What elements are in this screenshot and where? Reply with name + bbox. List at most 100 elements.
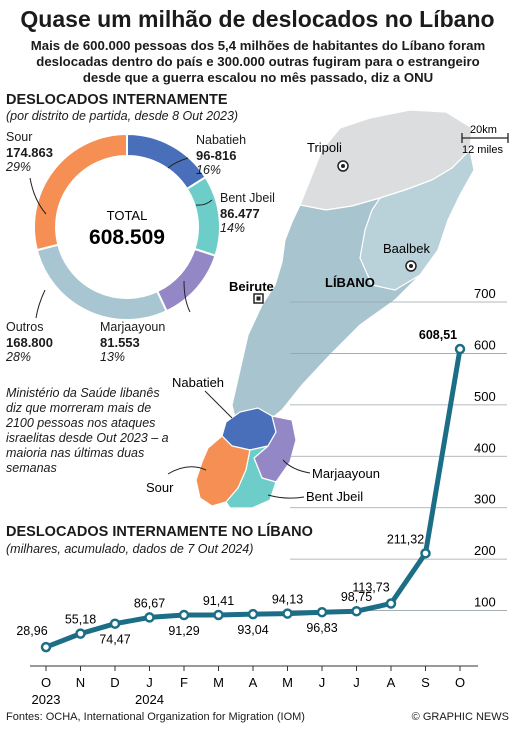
x-tick-label: J [319,675,326,690]
credit-footer: © GRAPHIC NEWS [411,711,509,723]
y-tick-label: 700 [474,286,496,301]
x-tick-label: A [387,675,396,690]
y-tick-label: 100 [474,595,496,610]
donut-slice-sour [33,132,128,252]
sources-footer: Fontes: OCHA, International Organization… [6,711,305,723]
donut-label-sour-pct: 29% [6,160,32,174]
line-chart: 100 200 300 400 500 600 700 O N D J F M A M J J A S O 2023 20… [16,286,507,707]
data-point [213,609,224,621]
donut-label-nabatieh-name: Nabatieh [196,133,247,147]
page-title: Quase um milhão de deslocados no Líbano [20,6,495,32]
donut-label-nabatieh-pct: 16% [196,163,222,177]
map-bentjbeil-district [225,445,277,509]
donut-label-marjaayoun-name: Marjaayoun [100,320,166,334]
x-tick-label: M [213,675,224,690]
data-point [316,606,328,618]
map-label-marjaayoun: Marjaayoun [312,466,380,481]
donut-label-marjaayoun-value: 81.553 [100,335,140,350]
data-label: 91,29 [168,624,199,638]
donut-label-outros-pct: 28% [6,350,32,364]
donut-label-marjaayoun-pct: 13% [100,350,126,364]
data-label: 55,18 [65,613,96,627]
y-tick-label: 400 [474,440,496,455]
donut-label-sour: Sour 174.863 29% [6,130,53,175]
y-tick-label: 200 [474,543,496,558]
data-label: 608,51 [419,328,457,342]
data-point [420,548,431,559]
map-label-nabatieh: Nabatieh [172,375,224,390]
data-point [40,641,52,653]
data-label: 28,96 [16,624,47,638]
map-city-beirute: Beirute [229,279,274,294]
health-ministry-note: Ministério da Saúde libanês diz que morr… [6,386,169,475]
data-label: 86,67 [134,596,165,610]
map-city-baalbek: Baalbek [383,241,430,256]
x-tick-label: N [76,675,85,690]
data-label: 91,41 [203,594,234,608]
donut-label-marjaayoun: Marjaayoun 81.553 13% [100,320,165,365]
x-tick-label: A [249,675,258,690]
donut-label-outros-name: Outros [6,320,44,334]
donut-label-outros: Outros 168.800 28% [6,320,53,365]
data-point [247,608,259,620]
data-label: 96,83 [306,621,337,635]
data-point [454,343,466,355]
donut-slice-bent-jbeil [185,175,221,257]
x-tick-label: D [110,675,119,690]
data-point [75,628,86,639]
map-city-tripoli: Tripoli [307,140,342,155]
data-point [109,618,121,629]
donut-label-sour-value: 174.863 [6,145,53,160]
line-chart-title: DESLOCADOS INTERNAMENTE NO LÍBANO [6,524,313,540]
donut-label-bentjbeil-name: Bent Jbeil [220,191,275,205]
donut-total-value: 608.509 [89,226,165,249]
map-baalbek-region [359,148,475,291]
donut-leaders [29,157,213,319]
x-year-label: 2023 [32,692,61,707]
data-label: 74,47 [99,633,130,647]
donut-label-bentjbeil-pct: 14% [220,221,246,235]
x-tick-label: O [41,675,51,690]
x-tick-label: S [421,675,430,690]
donut-total-label: TOTAL [107,208,148,223]
donut-label-sour-name: Sour [6,130,33,144]
intro-text: Mais de 600.000 pessoas dos 5,4 milhões … [30,38,486,85]
scale-miles-label: 12 miles [462,144,503,156]
donut-label-bentjbeil-value: 86.477 [220,206,260,221]
donut-heading: DESLOCADOS INTERNAMENTE [6,92,228,108]
data-label: 93,04 [237,623,268,637]
data-label: 113,73 [352,581,389,595]
data-point [385,598,397,609]
x-tick-label: O [455,675,465,690]
donut-slice-outros [35,243,168,321]
donut-label-nabatieh: Nabatieh 96-816 16% [196,133,246,178]
y-tick-label: 300 [474,492,496,507]
data-label: 94,13 [272,593,303,607]
x-year-label: 2024 [135,692,164,707]
data-point [351,605,362,617]
donut-label-outros-value: 168.800 [6,335,53,350]
donut-label-nabatieh-value: 96-816 [196,148,237,163]
x-tick-label: F [180,675,188,690]
donut-subheading: (por distrito de partida, desde 8 Out 20… [6,109,239,123]
line-chart-subtitle: (milhares, acumulado, dados de 7 Out 202… [6,542,254,556]
data-point [178,609,190,621]
x-tick-label: J [146,675,153,690]
x-tick-label: M [282,675,293,690]
scale-km-label: 20km [470,124,497,136]
map-label-sour: Sour [146,480,174,495]
donut-label-bentjbeil: Bent Jbeil 86.477 14% [220,191,275,236]
y-tick-label: 600 [474,337,496,352]
data-label: 98,75 [341,590,372,604]
data-point [144,612,155,623]
map-label-bentjbeil: Bent Jbeil [306,489,363,504]
x-tick-label: J [353,675,360,690]
data-point [282,608,293,619]
donut-chart [33,132,221,321]
data-label: 211,32 [387,532,424,546]
y-tick-label: 500 [474,389,496,404]
donut-slice-nabatieh [126,132,207,191]
lebanon-map: Tripoli Baalbek Beirute LÍBANO Nabatieh … [146,109,509,509]
map-country-label: LÍBANO [325,275,375,290]
